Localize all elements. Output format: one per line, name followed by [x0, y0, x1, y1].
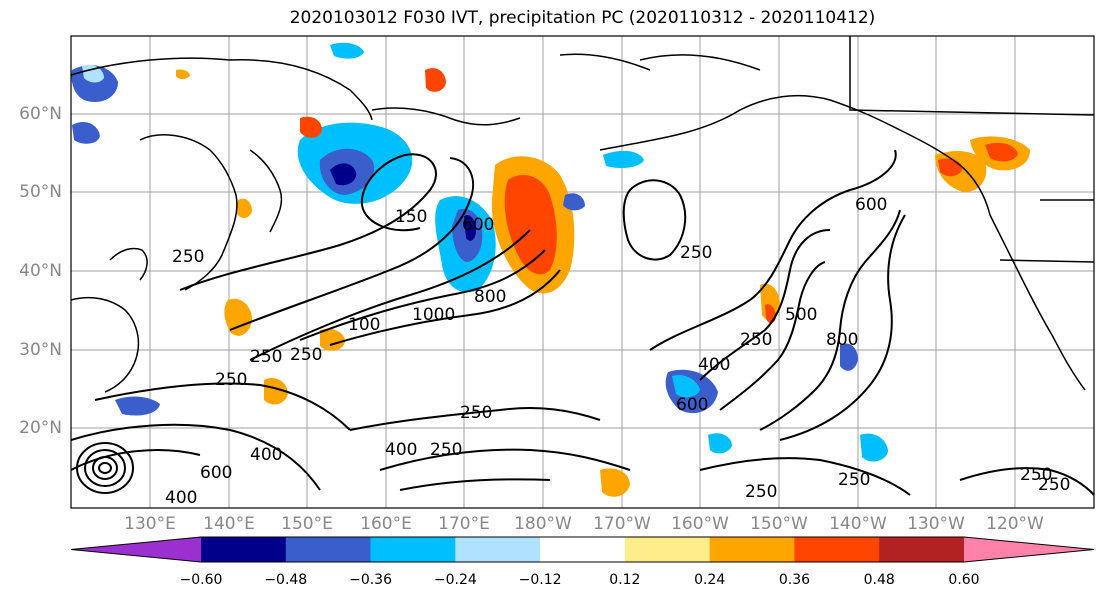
contour-label: 250: [680, 243, 712, 263]
lon-label: 130°W: [907, 514, 965, 534]
lon-label: 140°W: [829, 514, 887, 534]
colorbar-tick-label: −0.48: [264, 572, 308, 588]
colorbar-tick-label: −0.24: [433, 572, 477, 588]
colorbar-swatch: [455, 537, 541, 562]
colorbar-tick-label: 0.36: [778, 572, 811, 588]
colorbar-swatch: [370, 537, 456, 562]
colorbar-tick-label: −0.60: [179, 572, 223, 588]
contour-label: 600: [200, 463, 232, 483]
lat-label: 60°N: [19, 104, 62, 124]
lon-label: 170°W: [593, 514, 651, 534]
lon-label: 170°E: [438, 514, 490, 534]
contour-label: 250: [215, 370, 247, 390]
coastlines: [71, 36, 1094, 393]
colorbar-tick-label: −0.12: [518, 572, 562, 588]
map-frame: [71, 36, 1094, 508]
colorbar-swatch: [285, 537, 372, 562]
contour-label: 250: [745, 482, 777, 502]
contour-label: 250: [172, 247, 204, 267]
map-border: [70, 35, 1095, 509]
colorbar-swatch: [964, 537, 1094, 562]
lon-label: 160°E: [360, 514, 412, 534]
contour-label: 150: [395, 207, 427, 227]
contour-label: 250: [740, 330, 772, 350]
colorbar-tick-label: 0.24: [694, 572, 726, 588]
contour-label: 250: [460, 403, 492, 423]
lat-label: 40°N: [19, 261, 62, 281]
contour-label: 800: [474, 287, 506, 307]
contour-label: 500: [785, 305, 817, 325]
colorbar-swatch: [71, 537, 201, 562]
contour-label: 1000: [412, 305, 455, 325]
colorbar-swatch: [624, 537, 711, 562]
colorbar-swatch: [709, 537, 795, 562]
contour-label: 600: [855, 195, 887, 215]
precipitation-shading: [71, 42, 1030, 497]
lon-label: 180°W: [514, 514, 572, 534]
lon-label: 150°E: [281, 514, 333, 534]
lon-label: 140°E: [203, 514, 255, 534]
contour-label: 400: [165, 488, 197, 508]
map-title: 2020103012 F030 IVT, precipitation PC (2…: [289, 8, 876, 28]
contour-label: 250: [430, 440, 462, 460]
colorbar-swatch: [879, 537, 965, 562]
lon-label: 160°W: [671, 514, 729, 534]
contour-label: 250: [290, 345, 322, 365]
colorbar-swatch: [201, 537, 287, 562]
colorbar-swatch: [794, 537, 880, 562]
contour-label: 400: [698, 355, 730, 375]
contour-label: 250: [838, 470, 870, 490]
colorbar-tick-label: 0.60: [948, 572, 980, 588]
lon-label: 150°W: [750, 514, 808, 534]
contour-label: 250: [250, 347, 282, 367]
contour-label: 800: [826, 330, 858, 350]
colorbar-tick-label: 0.12: [609, 572, 641, 588]
lon-label: 120°W: [986, 514, 1044, 534]
colorbar-swatch: [540, 537, 626, 562]
contour-label: 600: [676, 395, 708, 415]
lat-label: 50°N: [19, 182, 62, 202]
contour-label: 600: [462, 215, 494, 235]
colorbar-tick-label: −0.36: [349, 572, 392, 588]
lon-label: 130°E: [124, 514, 176, 534]
ivt-contours: [71, 149, 1094, 496]
lat-label: 30°N: [19, 340, 62, 360]
contour-label: 100: [348, 315, 380, 335]
lat-label: 20°N: [19, 418, 62, 438]
colorbar-tick-label: 0.48: [863, 572, 895, 588]
contour-label: 250: [1020, 465, 1052, 485]
contour-label: 400: [250, 445, 282, 465]
colorbar: [70, 536, 1095, 563]
contour-label: 250: [1038, 475, 1070, 495]
colorbar-outline: [70, 536, 1095, 563]
contour-label: 400: [385, 440, 417, 460]
